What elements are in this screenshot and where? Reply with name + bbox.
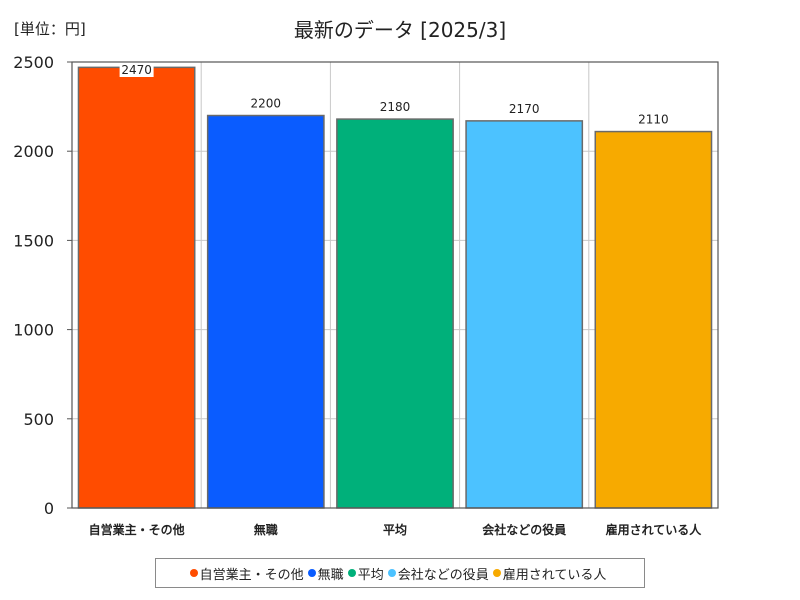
legend-label: 会社などの役員 [397, 567, 489, 583]
value-label-bg [119, 63, 154, 77]
bar-4 [465, 120, 584, 509]
x-tick-label: 無職 [254, 522, 278, 537]
y-tick-label: 1000 [13, 321, 54, 340]
bar-3 [336, 118, 454, 509]
legend-item: 自営業主・その他 [189, 564, 304, 583]
y-tick-label: 500 [23, 410, 54, 429]
legend-item: 会社などの役員 [387, 564, 489, 583]
chart-legend: 自営業主・その他 無職 平均 会社などの役員 雇用されている人 [155, 558, 645, 588]
legend-label: 雇用されている人 [502, 567, 607, 583]
value-label: 2470 [121, 63, 152, 77]
legend-dot-icon [492, 569, 501, 577]
value-label: 2170 [509, 102, 540, 116]
legend-label: 自営業主・その他 [199, 567, 304, 583]
y-tick-label: 0 [44, 499, 54, 518]
x-tick-label: 会社などの役員 [482, 522, 566, 537]
value-label: 2180 [380, 100, 411, 114]
unit-label: [単位：円] [14, 20, 86, 38]
legend-label: 無職 [317, 567, 344, 583]
y-tick-label: 2000 [13, 142, 54, 161]
legend-dot-icon [387, 569, 396, 577]
legend-item: 雇用されている人 [492, 564, 607, 583]
legend-dot-icon [347, 569, 356, 577]
x-tick-label: 平均 [383, 522, 407, 537]
value-label: 2110 [638, 113, 669, 127]
bar-5 [594, 130, 713, 509]
bar-1 [77, 66, 196, 509]
x-tick-label: 雇用されている人 [606, 522, 703, 537]
plot-frame [71, 61, 719, 509]
chart-title: 最新のデータ [2025/3] [293, 18, 507, 42]
bar-2 [206, 114, 325, 509]
value-label: 2200 [251, 97, 282, 111]
y-tick-label: 2500 [13, 53, 54, 72]
y-tick-label: 1500 [13, 231, 54, 250]
legend-dot-icon [189, 569, 198, 577]
legend-item: 無職 [307, 564, 344, 583]
x-tick-label: 自営業主・その他 [89, 522, 185, 537]
legend-item: 平均 [347, 564, 384, 583]
legend-label: 平均 [357, 567, 384, 583]
legend-dot-icon [307, 569, 316, 577]
